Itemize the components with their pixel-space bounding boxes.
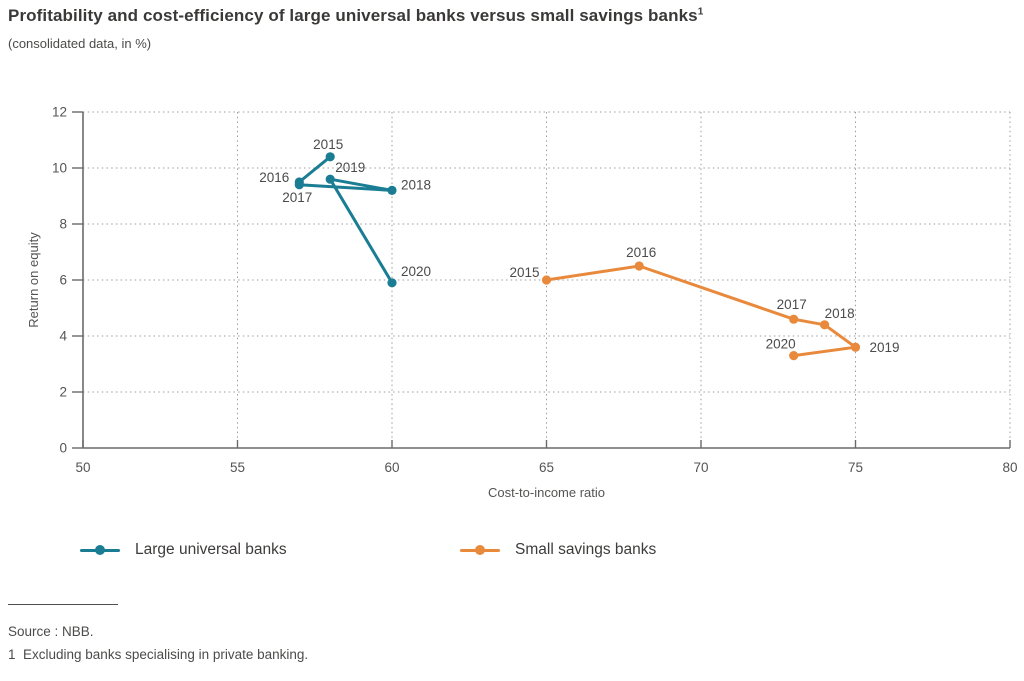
y-tick-label: 6 [59,273,67,288]
year-label-2015: 2015 [509,265,539,280]
x-tick-label: 55 [230,460,245,475]
year-label-2019: 2019 [870,340,900,355]
data-point-2017 [294,180,304,190]
legend-label: Large universal banks [135,541,287,558]
legend-marker-icon [80,544,120,556]
legend-dot [95,545,105,555]
page-title-text: Profitability and cost-efficiency of lar… [8,6,698,25]
data-point-2015 [325,152,335,162]
y-tick-label: 4 [59,329,67,344]
chart-subtitle: (consolidated data, in %) [8,36,152,51]
x-tick-label: 70 [693,460,708,475]
series-large-universal-banks: 2015 2016 2017 2018 2019 2020 [259,137,431,288]
axes [72,111,1011,449]
x-tick-label: 60 [384,460,399,475]
year-label-2020: 2020 [401,264,431,279]
y-tick-label: 10 [52,161,67,176]
y-tick-label: 2 [59,385,67,400]
data-series: 2015 2016 2017 2018 2019 2020 2015 2016 2017 2018… [259,137,900,361]
data-point-2018 [387,185,397,195]
legend-label: Small savings banks [515,541,657,558]
x-tick-label: 75 [848,460,863,475]
chart-legend: Large universal banks Small savings banks [0,538,1024,562]
series-line [545,264,857,358]
year-label-2018: 2018 [825,306,855,321]
axis-titles: Cost-to-income ratio Return on equity [26,232,605,500]
year-label-2015: 2015 [313,137,343,152]
y-tick-label: 0 [59,441,67,456]
y-axis-title: Return on equity [26,232,41,328]
x-tick-label: 50 [75,460,90,475]
year-label-2018: 2018 [401,177,431,192]
x-tick-label: 65 [539,460,554,475]
x-axis-title: Cost-to-income ratio [488,485,605,500]
legend-marker-icon [460,544,500,556]
year-label-2017: 2017 [282,190,312,205]
data-point-2017 [789,314,799,324]
data-point-2020 [789,351,799,361]
scatter-chart: 0 2 4 6 8 10 12 50 55 60 65 70 75 80 Cost-to-income r… [26,105,1018,501]
data-point-2020 [387,278,397,288]
data-point-2019 [850,342,861,352]
source-note: Source : NBB. [8,624,94,639]
data-point-2019 [325,174,335,184]
data-point-2016 [634,261,644,271]
data-point-2018 [820,320,830,330]
year-label-2016: 2016 [626,245,656,260]
series-line [297,155,394,285]
data-point-2015 [541,275,552,285]
series-small-savings-banks: 2015 2016 2017 2018 2019 2020 [509,245,900,361]
title-footnote-marker: 1 [697,6,704,18]
year-label-2017: 2017 [777,297,807,312]
footnote: 1 Excluding banks specialising in privat… [8,647,309,662]
y-tick-label: 12 [52,105,67,120]
tick-labels: 0 2 4 6 8 10 12 50 55 60 65 70 75 80 [52,105,1018,476]
legend-item-small-savings-banks: Small savings banks [460,538,656,562]
y-tick-label: 8 [59,217,67,232]
year-label-2016: 2016 [259,170,289,185]
page-title: Profitability and cost-efficiency of lar… [8,6,703,26]
x-tick-label: 80 [1002,460,1017,475]
year-label-2019: 2019 [335,160,365,175]
legend-dot [475,545,485,555]
footer-divider [8,604,118,605]
year-label-2020: 2020 [766,337,796,352]
legend-item-large-universal-banks: Large universal banks [80,538,287,562]
